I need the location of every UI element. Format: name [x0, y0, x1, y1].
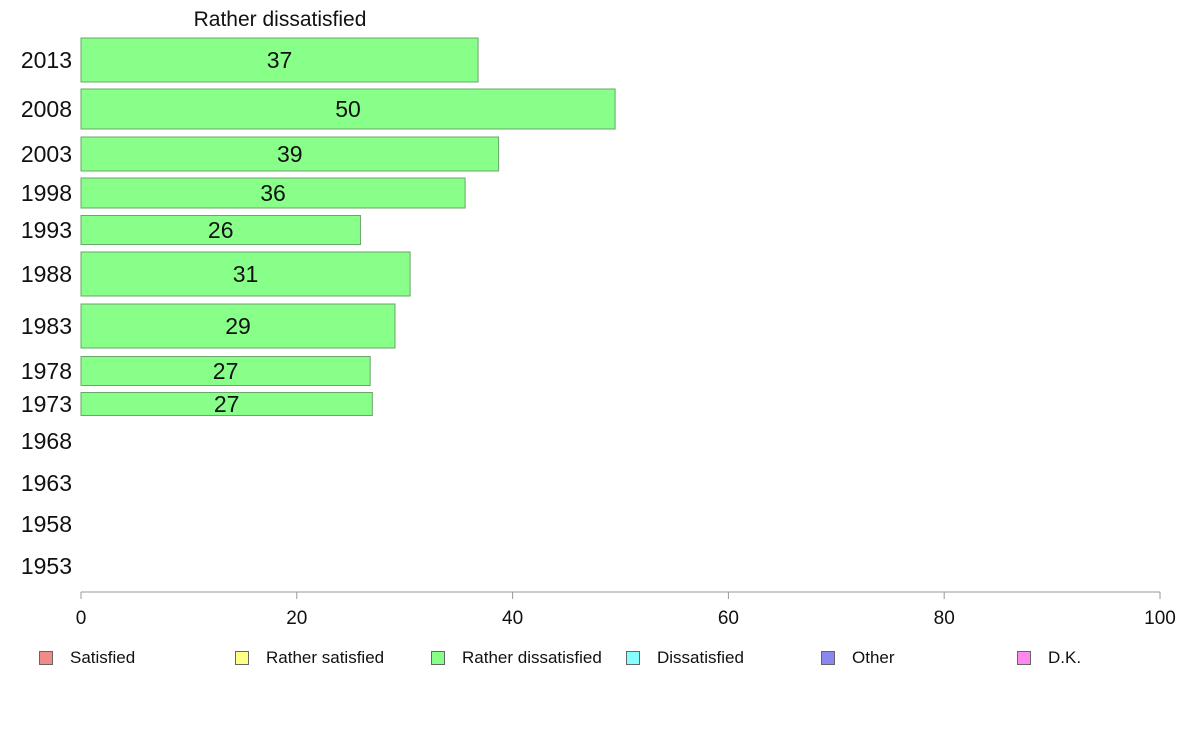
x-tick-label: 80 — [934, 608, 955, 629]
legend-label: Dissatisfied — [657, 648, 744, 667]
legend-item: Satisfied — [39, 648, 135, 668]
y-tick-label: 1988 — [21, 261, 72, 287]
data-label: 39 — [277, 141, 303, 167]
y-tick-label: 1983 — [21, 313, 72, 339]
x-tick-label: 40 — [502, 608, 523, 629]
legend-item: D.K. — [1017, 648, 1081, 668]
x-tick-label: 0 — [76, 608, 87, 629]
y-tick-label: 1953 — [21, 553, 72, 579]
y-tick-label: 1963 — [21, 470, 72, 496]
legend-swatch — [821, 651, 835, 665]
y-tick-label: 2013 — [21, 47, 72, 73]
x-axis: 0 20 40 60 80 100 — [76, 591, 1176, 629]
y-tick-label: 2003 — [21, 141, 72, 167]
bar — [80, 356, 371, 386]
legend-label: Other — [852, 648, 895, 667]
chart-title: Rather dissatisfied — [194, 8, 367, 31]
legend-swatch — [39, 651, 53, 665]
bar — [80, 177, 466, 209]
y-tick-label: 1998 — [21, 180, 72, 206]
x-tick-label: 60 — [718, 608, 739, 629]
data-label: 31 — [233, 261, 259, 287]
legend-item: Dissatisfied — [626, 648, 744, 668]
legend-item: Other — [821, 648, 895, 668]
data-label: 37 — [267, 47, 293, 73]
legend: Satisfied Rather satisfied Rather dissatis… — [0, 648, 1188, 668]
legend-swatch — [431, 651, 445, 665]
data-label: 36 — [260, 180, 286, 206]
bar — [80, 251, 411, 297]
legend-label: Satisfied — [70, 648, 136, 667]
legend-swatch — [626, 651, 640, 665]
y-axis-labels: 2013 2008 2003 1998 1993 1988 1983 1978 1973 1968… — [21, 47, 72, 579]
y-tick-label: 2008 — [21, 96, 72, 122]
bar — [80, 215, 361, 245]
data-label: 27 — [213, 358, 239, 384]
legend-swatch — [235, 651, 249, 665]
legend-label: Rather dissatisfied — [462, 648, 602, 667]
y-tick-label: 1973 — [21, 391, 72, 417]
legend-label: Rather satisfied — [266, 648, 385, 667]
x-tick-label: 20 — [286, 608, 307, 629]
bar — [80, 303, 396, 349]
legend-item: Rather satisfied — [235, 648, 384, 668]
data-label: 26 — [208, 217, 234, 243]
data-label: 29 — [225, 313, 251, 339]
bar — [80, 88, 616, 130]
data-label: 27 — [214, 391, 240, 417]
data-label: 50 — [335, 96, 361, 122]
legend-item: Rather dissatisfied — [431, 648, 602, 668]
x-tick-label: 100 — [1144, 608, 1176, 629]
bar — [80, 392, 373, 416]
bars: 37 50 39 36 26 31 29 27 27 — [80, 37, 616, 417]
legend-label: D.K. — [1048, 648, 1082, 667]
y-tick-label: 1978 — [21, 358, 72, 384]
bar — [80, 37, 479, 83]
y-tick-label: 1958 — [21, 511, 72, 537]
legend-swatch — [1017, 651, 1031, 665]
bar — [80, 136, 500, 172]
y-tick-label: 1993 — [21, 217, 72, 243]
y-tick-label: 1968 — [21, 428, 72, 454]
